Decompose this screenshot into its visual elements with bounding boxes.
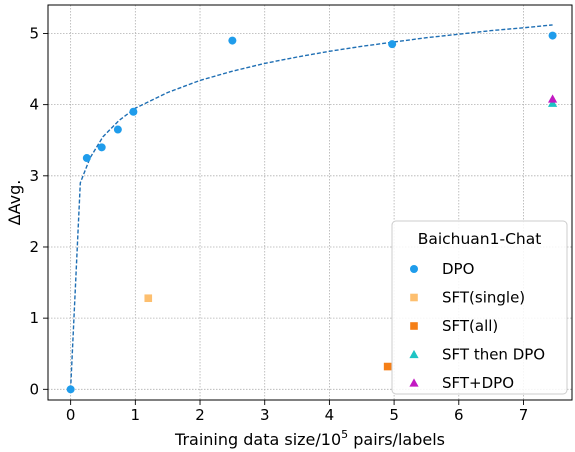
data-points <box>66 31 558 394</box>
grid <box>48 5 572 400</box>
fit-curve <box>69 24 553 390</box>
point-sft-all <box>383 362 392 371</box>
y-tick-label: 5 <box>29 24 39 42</box>
x-tick-label: 3 <box>260 406 270 424</box>
y-tick-label: 4 <box>29 96 39 114</box>
point-sft-then-dpo <box>547 98 558 107</box>
legend-label-sft-single: SFT(single) <box>442 289 525 307</box>
legend-marker-dpo <box>410 265 418 273</box>
point-dpo <box>82 154 91 163</box>
point-sft-single <box>144 294 153 303</box>
x-tick-label: 0 <box>66 406 76 424</box>
legend-label-dpo: DPO <box>442 260 474 278</box>
point-dpo <box>388 40 397 49</box>
legend-label-sft-then-dpo: SFT then DPO <box>442 346 545 364</box>
legend-marker-sft-all <box>410 322 418 330</box>
legend-title: Baichuan1-Chat <box>418 230 542 248</box>
x-axis-label-tail: pairs/labels <box>348 430 445 449</box>
x-tick-label: 2 <box>195 406 205 424</box>
point-dpo <box>228 36 237 45</box>
x-tick-label: 1 <box>131 406 141 424</box>
x-tick-label: 7 <box>519 406 529 424</box>
point-dpo <box>113 125 122 134</box>
point-sft-dpo <box>547 94 558 103</box>
legend-label-sft-all: SFT(all) <box>442 317 498 335</box>
x-tick-label: 6 <box>454 406 464 424</box>
plot-frame <box>47 4 573 401</box>
x-axis-label-superscript: 5 <box>341 428 348 441</box>
axis-ticks: 0 1 2 3 4 5 6 7 0 1 2 3 4 5 <box>29 24 528 424</box>
x-tick-label: 4 <box>325 406 335 424</box>
point-dpo <box>97 143 106 152</box>
x-axis-label: Training data size/105 pairs/labels <box>174 428 445 449</box>
x-tick-label: 5 <box>389 406 399 424</box>
legend-entries: DPO SFT(single) SFT(all) SFT then DPO SFT+DP… <box>409 260 545 392</box>
y-tick-label: 0 <box>29 380 39 398</box>
point-dpo <box>66 385 75 394</box>
y-tick-label: 1 <box>29 309 39 327</box>
legend-box <box>391 220 568 395</box>
y-tick-label: 3 <box>29 167 39 185</box>
x-axis-label-main: Training data size/10 <box>174 430 341 449</box>
point-dpo <box>129 107 138 116</box>
fit-curve-layer <box>69 24 553 390</box>
legend-marker-sft-single <box>410 293 418 302</box>
legend-marker-sft-then-dpo <box>409 349 419 359</box>
y-tick-label: 2 <box>29 238 39 256</box>
legend-label-sft-dpo: SFT+DPO <box>442 374 514 392</box>
point-dpo <box>548 31 557 40</box>
legend-marker-sft-dpo <box>409 378 419 387</box>
legend: Baichuan1-Chat DPO SFT(single) SFT(all) SFT… <box>391 220 568 395</box>
y-axis-label: ΔAvg. <box>5 180 24 226</box>
